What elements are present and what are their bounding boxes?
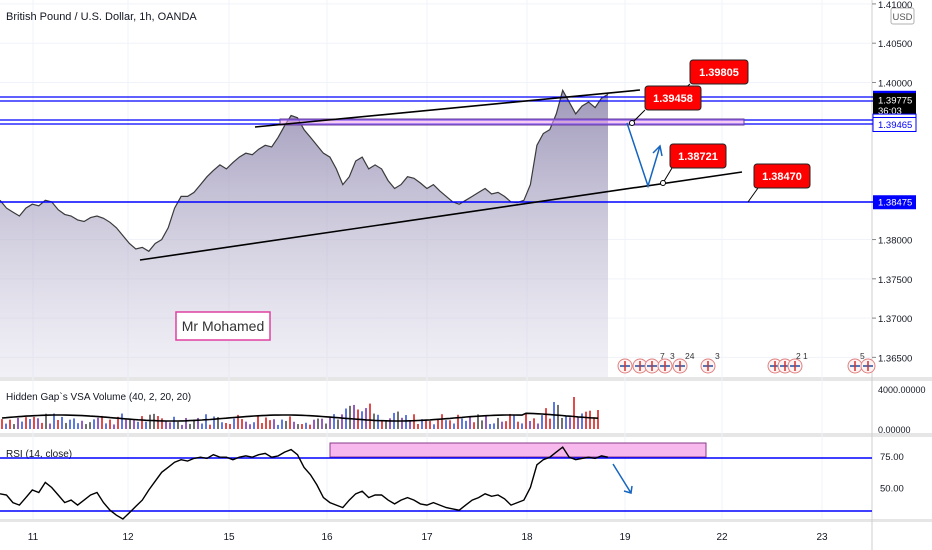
callout-text: 1.38721 (678, 151, 718, 163)
volume-tick-label: 4000.00000 (878, 385, 926, 395)
projection-arrow (626, 122, 663, 189)
svg-text:1.39465: 1.39465 (878, 120, 912, 131)
price-tick-label: 1.40000 (878, 78, 912, 89)
economic-event-icon[interactable] (847, 358, 863, 374)
time-tick-label: 16 (321, 532, 333, 543)
resistance-zone[interactable] (279, 118, 745, 126)
price-tick-label: 1.37000 (878, 314, 912, 325)
callout-text: 1.38470 (762, 171, 802, 183)
rsi-line (0, 446, 609, 520)
callout-1-38721[interactable]: 1.38721 (660, 143, 727, 186)
svg-text:36:03: 36:03 (878, 106, 902, 117)
price-tick-label: 1.37500 (878, 275, 912, 286)
economic-event-icon[interactable] (860, 358, 876, 374)
economic-event-icon[interactable] (617, 358, 633, 374)
price-area-fill (0, 90, 608, 378)
price-tick-label: 1.40500 (878, 39, 912, 50)
price-axis: 1.41000 1.40500 1.40000 1.38000 1.37500 1.370… (872, 0, 917, 364)
upper-trendline[interactable] (254, 89, 641, 128)
rsi-tick-label: 75.00 (880, 452, 904, 463)
volume-average-line (1, 412, 599, 422)
time-tick-label: 15 (223, 532, 235, 543)
price-area-line (0, 88, 609, 253)
price-tick-label: 1.41000 (878, 0, 912, 11)
callout-text: 1.39458 (653, 93, 693, 105)
volume-axis: 4000.00000 0.00000 (878, 385, 926, 435)
currency-label: USD (892, 12, 912, 23)
volume-indicator-title: Hidden Gap`s VSA Volume (40, 2, 20, 20) (6, 391, 191, 403)
time-axis: 11 12 15 16 17 18 19 22 23 (28, 532, 828, 543)
watermark-text: Mr Mohamed (182, 318, 264, 334)
chart-title: British Pound / U.S. Dollar, 1h, OANDA (6, 11, 197, 23)
rsi-indicator-title: RSI (14, close) (6, 449, 72, 460)
trend-lines (139, 89, 743, 261)
event-icons: 7 3 24 3 2 1 5 (617, 351, 876, 374)
time-tick-label: 23 (816, 532, 828, 543)
price-callouts: 1.39805 1.39458 1.38721 1.38470 (629, 59, 811, 203)
economic-event-icon[interactable] (700, 358, 716, 374)
price-axis-badge: 1.39775 (873, 93, 916, 108)
author-watermark: Mr Mohamed (175, 311, 271, 341)
callout-1-39458[interactable]: 1.39458 (629, 85, 702, 126)
economic-event-icon[interactable] (644, 358, 660, 374)
economic-event-icon[interactable] (787, 358, 803, 374)
economic-event-icon[interactable] (657, 358, 673, 374)
callout-1-39805[interactable]: 1.39805 (677, 59, 749, 95)
time-tick-label: 17 (421, 532, 433, 543)
volume-bars (1, 396, 599, 429)
price-tick-label: 1.36500 (878, 353, 912, 364)
callout-text: 1.39805 (699, 67, 739, 79)
svg-text:1.39775: 1.39775 (878, 96, 912, 107)
price-levels (0, 96, 880, 203)
price-axis-badge: 1.38475 (873, 195, 916, 210)
time-tick-label: 19 (619, 532, 631, 543)
price-area-series (0, 88, 609, 378)
event-count-label: 3 (715, 351, 720, 361)
callout-1-38470[interactable]: 1.38470 (747, 163, 811, 203)
event-count-label: 5 (860, 351, 865, 361)
price-axis-badge: 1.39465 (872, 116, 917, 132)
rsi-tick-label: 50.00 (880, 483, 904, 494)
time-tick-label: 18 (521, 532, 533, 543)
time-tick-label: 22 (716, 532, 728, 543)
rsi-axis: 75.00 50.00 (880, 452, 904, 495)
event-count-label: 3 (670, 351, 675, 361)
event-count-label: 24 (685, 351, 695, 361)
lower-trendline[interactable] (139, 171, 743, 261)
svg-text:1.38475: 1.38475 (878, 198, 912, 209)
currency-badge[interactable]: USD (890, 7, 915, 25)
volume-tick-label: 0.00000 (878, 425, 911, 435)
event-count-label: 1 (803, 351, 808, 361)
time-tick-label: 12 (122, 532, 134, 543)
event-count-label: 7 (660, 351, 665, 361)
rsi-arrow (612, 463, 633, 494)
economic-event-icon[interactable] (672, 358, 688, 374)
rsi-overbought-box[interactable] (329, 442, 707, 458)
time-tick-label: 11 (28, 532, 39, 543)
event-count-label: 2 (796, 351, 801, 361)
price-tick-label: 1.38000 (878, 236, 912, 247)
